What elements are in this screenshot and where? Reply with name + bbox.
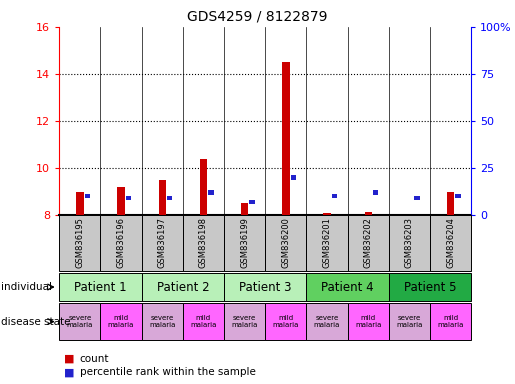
- Bar: [159, 180, 166, 215]
- Text: GSM836196: GSM836196: [116, 217, 126, 268]
- Bar: [126, 196, 131, 200]
- Bar: [447, 192, 454, 215]
- Text: disease state: disease state: [1, 316, 71, 327]
- Text: GSM836203: GSM836203: [405, 217, 414, 268]
- Text: GSM836202: GSM836202: [364, 217, 373, 268]
- Text: individual: individual: [1, 282, 52, 292]
- Text: GDS4259 / 8122879: GDS4259 / 8122879: [187, 10, 328, 23]
- Text: mild
malaria: mild malaria: [190, 315, 217, 328]
- Text: GSM836197: GSM836197: [158, 217, 167, 268]
- Text: Patient 3: Patient 3: [239, 281, 291, 293]
- Bar: [200, 159, 207, 215]
- Text: severe
malaria: severe malaria: [149, 315, 176, 328]
- Bar: [84, 194, 90, 199]
- Text: mild
malaria: mild malaria: [108, 315, 134, 328]
- Bar: [249, 200, 255, 204]
- Text: ■: ■: [64, 367, 75, 377]
- Text: mild
malaria: mild malaria: [272, 315, 299, 328]
- Bar: [414, 196, 420, 200]
- Text: GSM836204: GSM836204: [446, 217, 455, 268]
- Bar: [241, 203, 248, 215]
- Text: severe
malaria: severe malaria: [396, 315, 423, 328]
- Text: severe
malaria: severe malaria: [314, 315, 340, 328]
- Text: Patient 1: Patient 1: [74, 281, 127, 293]
- Bar: [76, 192, 83, 215]
- Text: count: count: [80, 354, 109, 364]
- Text: severe
malaria: severe malaria: [231, 315, 258, 328]
- Bar: [282, 62, 289, 215]
- Bar: [455, 194, 461, 199]
- Text: GSM836200: GSM836200: [281, 217, 290, 268]
- Bar: [332, 194, 337, 199]
- Text: Patient 5: Patient 5: [404, 281, 456, 293]
- Text: percentile rank within the sample: percentile rank within the sample: [80, 367, 256, 377]
- Text: Patient 4: Patient 4: [321, 281, 374, 293]
- Bar: [373, 190, 379, 195]
- Text: ■: ■: [64, 354, 75, 364]
- Text: mild
malaria: mild malaria: [437, 315, 464, 328]
- Text: severe
malaria: severe malaria: [66, 315, 93, 328]
- Text: GSM836198: GSM836198: [199, 217, 208, 268]
- Text: mild
malaria: mild malaria: [355, 315, 382, 328]
- Bar: [117, 187, 125, 215]
- Bar: [323, 213, 331, 215]
- Bar: [167, 196, 173, 200]
- Bar: [208, 190, 214, 195]
- Text: GSM836201: GSM836201: [322, 217, 332, 268]
- Bar: [365, 212, 372, 215]
- Text: GSM836199: GSM836199: [240, 217, 249, 268]
- Text: GSM836195: GSM836195: [75, 217, 84, 268]
- Text: Patient 2: Patient 2: [157, 281, 209, 293]
- Bar: [290, 175, 296, 180]
